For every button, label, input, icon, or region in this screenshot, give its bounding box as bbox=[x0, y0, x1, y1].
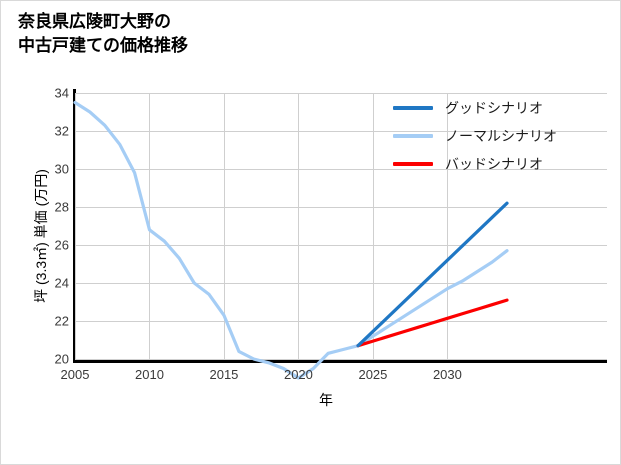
legend-label-normal: ノーマルシナリオ bbox=[445, 128, 557, 144]
series-line-ノーマルシナリオ bbox=[73, 100, 509, 380]
chart-legend: グッドシナリオ ノーマルシナリオ バッドシナリオ bbox=[393, 94, 603, 178]
y-tick-label-22: 22 bbox=[54, 313, 69, 329]
x-tick-label-2030: 2030 bbox=[432, 367, 462, 382]
legend-swatch-normal bbox=[393, 134, 433, 138]
legend-swatch-good bbox=[393, 106, 433, 110]
x-axis-spine bbox=[73, 360, 607, 363]
legend-swatch-bad bbox=[393, 162, 433, 166]
x-tick-label-2005: 2005 bbox=[60, 367, 90, 382]
series-lines bbox=[73, 100, 509, 380]
legend-label-bad: バッドシナリオ bbox=[445, 156, 543, 172]
x-tick-label-2025: 2025 bbox=[358, 367, 388, 382]
legend-item-good[interactable]: グッドシナリオ bbox=[393, 94, 603, 122]
y-tick-label-34: 34 bbox=[54, 85, 69, 101]
chart-title: 奈良県広陵町大野の 中古戸建ての価格推移 bbox=[18, 12, 188, 55]
gridline-x-2005 bbox=[75, 93, 76, 360]
gridline-y-26 bbox=[75, 245, 607, 246]
gridline-y-30 bbox=[75, 169, 607, 170]
x-tick-label-2015: 2015 bbox=[209, 367, 239, 382]
gridline-x-2015 bbox=[223, 93, 225, 360]
y-tick-label-26: 26 bbox=[54, 237, 69, 253]
gridline-y-34 bbox=[75, 93, 607, 94]
y-tick-label-30: 30 bbox=[54, 161, 69, 177]
y-tick-label-28: 28 bbox=[54, 199, 69, 215]
legend-label-good: グッドシナリオ bbox=[445, 100, 543, 116]
y-axis-spine bbox=[73, 89, 76, 363]
x-tick-label-2010: 2010 bbox=[135, 367, 164, 382]
x-axis-title: 年 bbox=[319, 392, 333, 408]
y-tick-label-20: 20 bbox=[54, 351, 69, 367]
gridline-x-2020 bbox=[298, 93, 300, 360]
gridline-x-2025 bbox=[372, 93, 374, 360]
x-axis-ticklabels: 2005 2010 2015 2020 2025 2030 bbox=[1, 367, 621, 387]
gridline-x-2030 bbox=[447, 93, 449, 360]
y-tick-label-24: 24 bbox=[54, 275, 69, 291]
gridline-y-28 bbox=[75, 207, 607, 208]
series-line-グッドシナリオ bbox=[356, 201, 509, 348]
legend-item-normal[interactable]: ノーマルシナリオ bbox=[393, 122, 603, 150]
y-axis-title: 坪 (3.3㎡) 単価 (万円) bbox=[33, 169, 49, 303]
legend-item-bad[interactable]: バッドシナリオ bbox=[393, 150, 603, 178]
gridline-y-24 bbox=[75, 283, 607, 284]
y-tick-label-32: 32 bbox=[54, 123, 69, 139]
plot-area bbox=[73, 93, 607, 380]
y-axis-ticklabels: 20 22 24 26 28 30 32 34 bbox=[41, 86, 69, 367]
gridline-y-32 bbox=[75, 131, 607, 132]
gridline-y-22 bbox=[75, 321, 607, 322]
gridline-y-20 bbox=[75, 359, 607, 360]
x-tick-label-2020: 2020 bbox=[283, 367, 313, 382]
series-line-バッドシナリオ bbox=[356, 298, 509, 348]
